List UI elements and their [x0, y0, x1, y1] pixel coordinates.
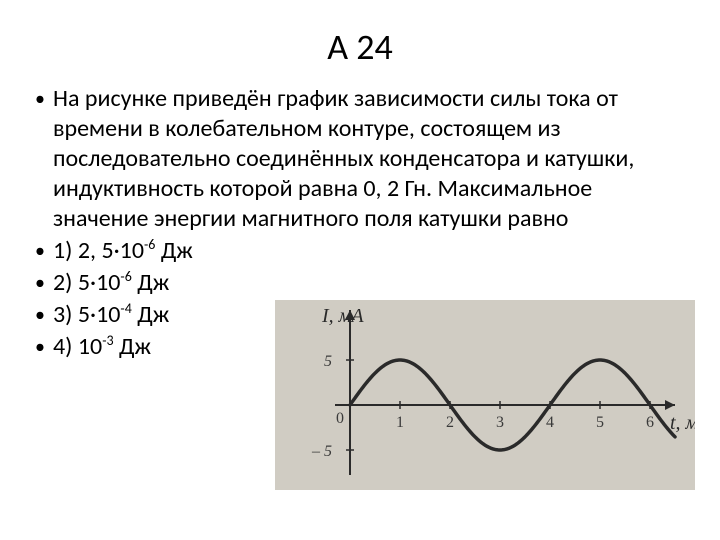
svg-text:1: 1 — [396, 414, 404, 431]
bullet-dot: • — [35, 300, 53, 330]
svg-text:t, мс: t, мс — [670, 412, 695, 434]
svg-text:5: 5 — [324, 353, 332, 370]
option-2: • 2) 5·10-6 Дж — [35, 268, 690, 298]
option-text: 3) 5·10-4 Дж — [53, 300, 169, 330]
bullet-dot: • — [35, 268, 53, 298]
svg-text:3: 3 — [496, 414, 504, 431]
option-text: 2) 5·10-6 Дж — [53, 268, 169, 298]
bullet-dot: • — [35, 84, 53, 114]
svg-text:5: 5 — [596, 414, 604, 431]
svg-text:4: 4 — [546, 414, 554, 431]
option-text: 1) 2, 5·10-6 Дж — [53, 236, 193, 266]
svg-text:6: 6 — [646, 414, 654, 431]
chart-svg: 5 – 50 1 2 3 4 5 6 I, мА t, мс — [275, 300, 695, 490]
option-text: 4) 10-3 Дж — [53, 332, 151, 362]
page-title: А 24 — [0, 0, 720, 84]
svg-text:– 5: – 5 — [311, 443, 332, 460]
problem-statement: • На рисунке приведён график зависимости… — [35, 84, 690, 234]
oscillation-chart: 5 – 50 1 2 3 4 5 6 I, мА t, мс — [275, 300, 695, 490]
svg-text:0: 0 — [336, 410, 344, 427]
svg-text:I, мА: I, мА — [321, 305, 364, 327]
bullet-dot: • — [35, 332, 53, 362]
bullet-dot: • — [35, 236, 53, 266]
svg-text:2: 2 — [446, 414, 454, 431]
option-1: • 1) 2, 5·10-6 Дж — [35, 236, 690, 266]
problem-text: На рисунке приведён график зависимости с… — [53, 84, 690, 234]
